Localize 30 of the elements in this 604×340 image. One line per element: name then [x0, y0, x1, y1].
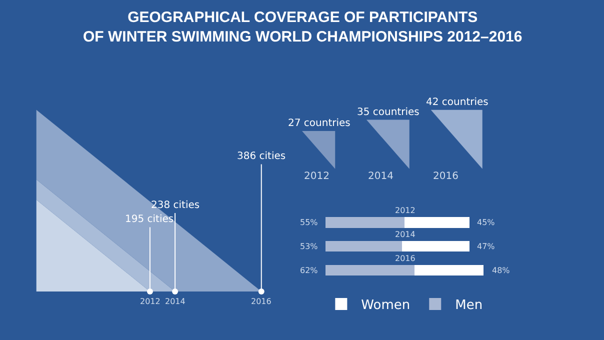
- bar: [404, 217, 470, 228]
- data-label: 35 countries: [357, 107, 420, 118]
- category-label: 2014: [165, 297, 186, 306]
- data-label: 195 cities: [125, 214, 174, 225]
- text: GEOGRAPHICAL COVERAGE OF PARTICIPANTS OF WINTER SWIMMING WORLD CHAMPIONSHIPS 2012–2016: [83, 9, 522, 46]
- data-label: 62%: [300, 266, 318, 275]
- bar: [326, 264, 415, 276]
- legend-label: Women: [361, 298, 410, 314]
- data-label: 48%: [492, 266, 510, 275]
- category-label: 2012: [304, 171, 330, 182]
- bar: [326, 240, 402, 252]
- data-label: 55%: [300, 218, 318, 227]
- bar: [414, 264, 484, 276]
- legend-label: Men: [455, 298, 483, 314]
- data-label: 27 countries: [288, 118, 350, 129]
- y-tick-label: 2012: [395, 206, 416, 215]
- data-label: 53%: [300, 242, 318, 251]
- category-label: 2014: [368, 171, 394, 182]
- data-label: 47%: [477, 242, 496, 251]
- data-label: 42 countries: [426, 97, 488, 108]
- data-label: 45%: [477, 218, 496, 227]
- bar: [326, 217, 405, 228]
- category-label: 2016: [433, 171, 458, 182]
- y-tick-label: 2014: [395, 230, 416, 239]
- data-label: 386 cities: [237, 151, 286, 162]
- y-tick-label: 2016: [395, 254, 416, 263]
- category-label: 2016: [251, 297, 272, 306]
- bar: [402, 240, 470, 252]
- data-label: 238 cities: [151, 200, 200, 211]
- category-label: 2012: [140, 297, 160, 306]
